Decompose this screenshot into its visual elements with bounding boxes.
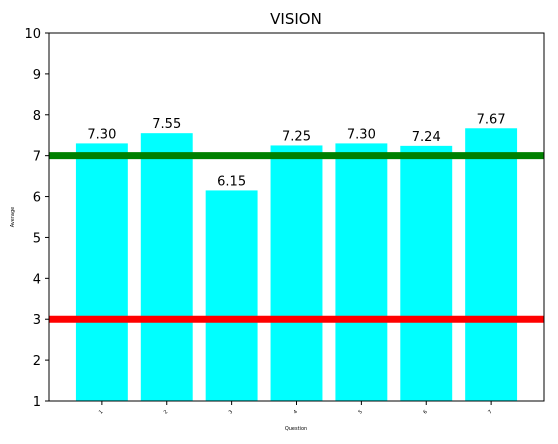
reference-lines-layer [49,152,544,323]
value-label-6: 7.24 [412,130,441,145]
chart-title: VISION [270,10,322,28]
y-tick-label-7: 7 [33,150,41,165]
value-label-1: 7.30 [87,127,116,142]
bar-4 [270,145,323,401]
value-labels-layer: 7.30 7.55 6.15 7.25 7.30 7.24 7.67 [87,112,505,189]
x-axis-label: Question [285,426,307,432]
value-label-3: 6.15 [217,174,246,189]
y-tick-label-1: 1 [33,395,41,410]
value-label-7: 7.67 [477,112,506,127]
x-tick-label-7: 7 [487,409,493,415]
bar-3 [205,190,258,401]
x-tick-label-1: 1 [98,409,104,415]
bar-7 [465,128,518,401]
x-tick-label-3: 3 [228,409,234,415]
y-tick-label-10: 10 [24,27,41,42]
y-tick-label-8: 8 [33,109,41,124]
y-tick-label-2: 2 [33,354,41,369]
y-axis: 1 2 3 4 5 6 7 8 9 10 [24,27,49,410]
value-label-5: 7.30 [347,127,376,142]
value-label-4: 7.25 [282,129,311,144]
x-tick-label-2: 2 [163,409,169,415]
value-label-2: 7.55 [152,117,181,132]
bar-6 [400,145,453,401]
y-tick-label-5: 5 [33,231,41,246]
bar-5 [335,143,388,401]
bars-layer [75,128,518,401]
y-tick-label-3: 3 [33,313,41,328]
y-axis-label: Average [10,207,16,228]
x-tick-label-6: 6 [422,409,428,415]
y-tick-label-9: 9 [33,68,41,83]
y-tick-label-4: 4 [33,272,41,287]
x-tick-label-5: 5 [357,409,363,415]
x-axis: 1 2 3 4 5 6 7 [98,401,494,416]
bar-1 [75,143,128,401]
bar-2 [140,133,193,401]
x-tick-label-4: 4 [293,409,299,415]
y-tick-label-6: 6 [33,191,41,206]
